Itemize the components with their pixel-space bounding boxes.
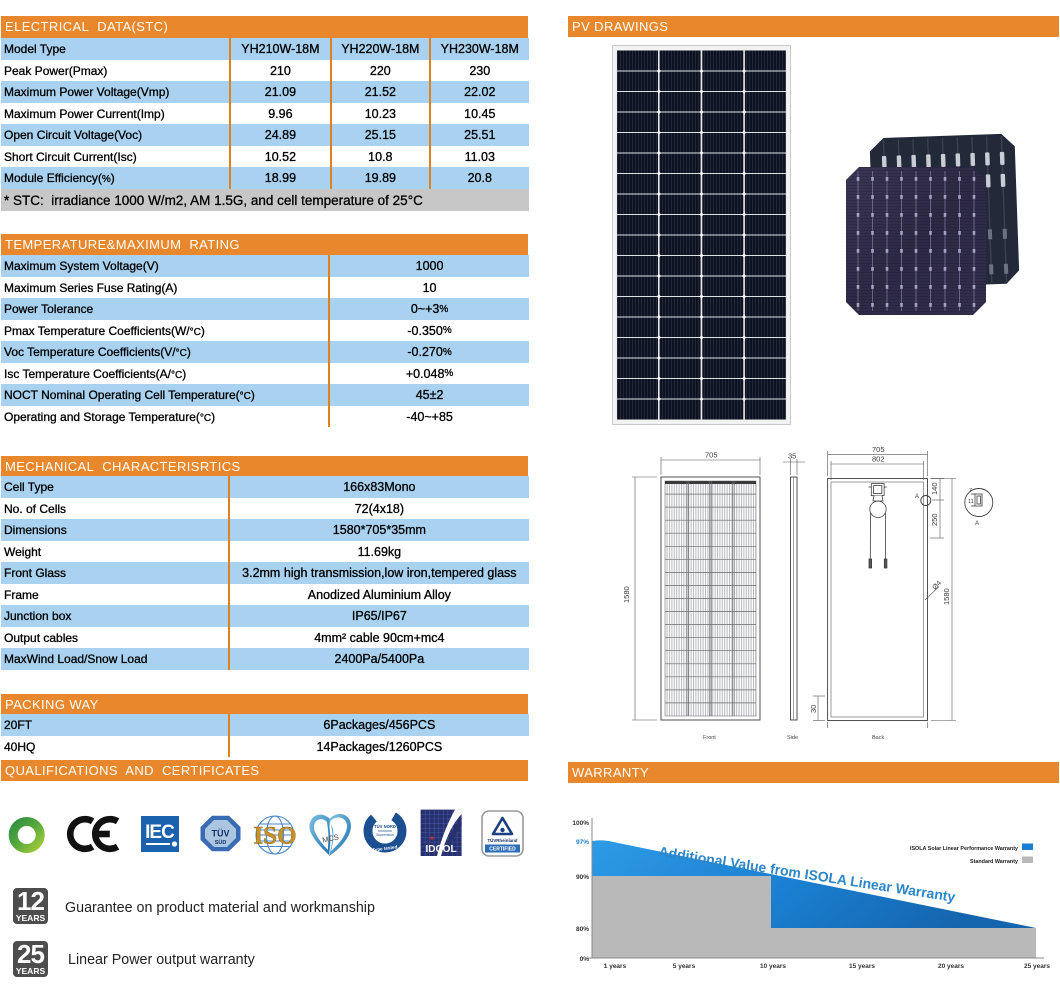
svg-text:A: A — [915, 494, 919, 500]
svg-text:30: 30 — [809, 705, 818, 713]
svg-text:1 years: 1 years — [604, 963, 627, 970]
svg-text:ISO: ISO — [253, 823, 296, 850]
svg-text:97%: 97% — [576, 839, 589, 846]
svg-text:Back: Back — [872, 735, 884, 741]
svg-text:705: 705 — [872, 445, 885, 454]
svg-text:IDCOL: IDCOL — [425, 844, 456, 855]
svg-text:TÜVRheinland: TÜVRheinland — [487, 838, 517, 843]
svg-text:10 years: 10 years — [760, 963, 786, 970]
svg-text:Front: Front — [703, 735, 716, 741]
svg-text:TÜV: TÜV — [212, 829, 230, 839]
svg-text:Supervision: Supervision — [376, 833, 394, 837]
svg-text:0%: 0% — [580, 956, 590, 963]
svg-text:1580: 1580 — [622, 586, 631, 603]
svg-text:ISOLA Solar Linear Performance: ISOLA Solar Linear Performance Warranty — [910, 846, 1018, 852]
svg-text:20 years: 20 years — [938, 963, 964, 970]
svg-text:11: 11 — [968, 499, 974, 505]
svg-text:TÜV NORD: TÜV NORD — [374, 824, 396, 829]
svg-text:7: 7 — [969, 488, 972, 494]
svg-text:140: 140 — [930, 482, 939, 495]
svg-text:5 years: 5 years — [673, 963, 696, 970]
svg-text:15 years: 15 years — [849, 963, 875, 970]
svg-text:25 years: 25 years — [1024, 963, 1050, 970]
svg-text:250: 250 — [930, 513, 939, 526]
svg-text:CERTIFIED: CERTIFIED — [489, 847, 516, 853]
svg-text:705: 705 — [705, 451, 718, 460]
svg-text:1580: 1580 — [942, 588, 951, 605]
svg-text:802: 802 — [872, 455, 885, 464]
svg-text:100%: 100% — [572, 820, 589, 827]
svg-text:Side: Side — [787, 735, 798, 741]
svg-text:90%: 90% — [576, 874, 589, 881]
svg-text:Standard Warranty: Standard Warranty — [970, 859, 1018, 865]
svg-text:IEC: IEC — [145, 822, 175, 843]
svg-text:SÜD: SÜD — [215, 839, 227, 846]
svg-text:A: A — [975, 521, 979, 527]
svg-text:80%: 80% — [576, 926, 589, 933]
svg-text:35: 35 — [788, 452, 796, 461]
